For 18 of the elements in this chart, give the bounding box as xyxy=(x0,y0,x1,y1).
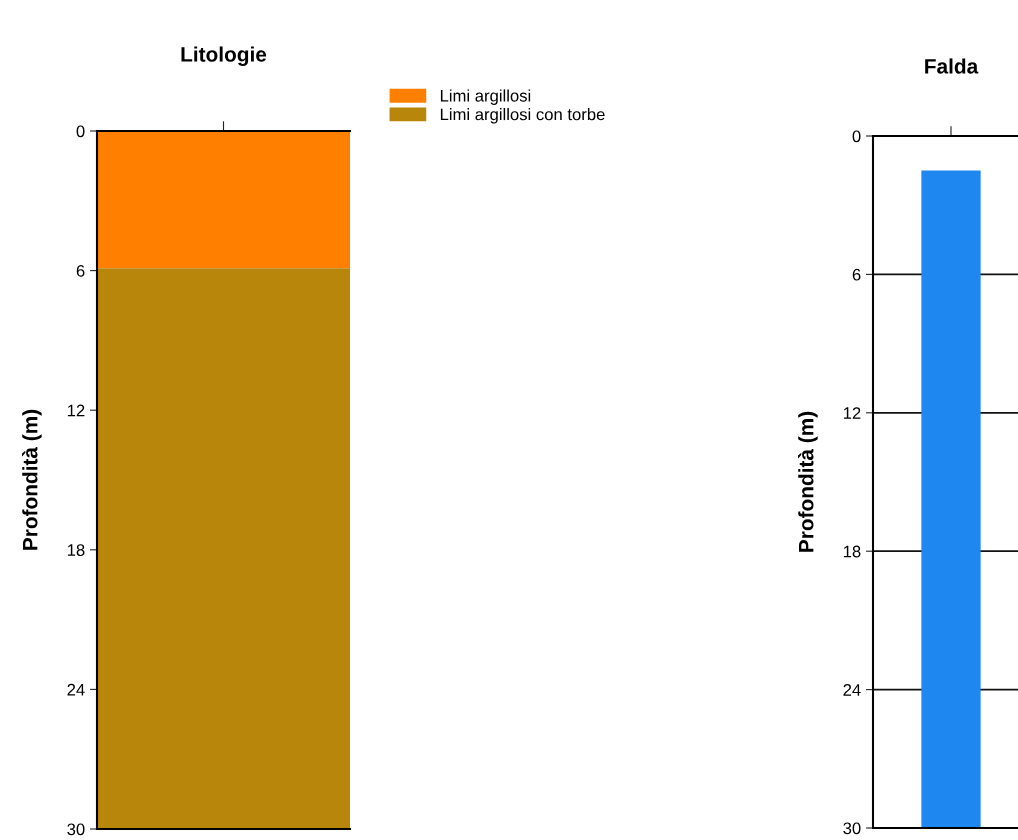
y-tick-label: 24 xyxy=(843,684,861,696)
y-tick-label: 18 xyxy=(843,545,861,558)
y-tick-label: 6 xyxy=(852,268,861,281)
y-tick-label: 12 xyxy=(67,404,85,417)
y-tick-label: 18 xyxy=(67,544,85,556)
y-tick-label: 0 xyxy=(76,125,85,138)
y-axis-title: Profondità (m) xyxy=(798,411,818,552)
chart-title: Falda xyxy=(925,58,979,74)
y-tick-label: 0 xyxy=(852,130,861,143)
y-axis-title: Profondità (m) xyxy=(22,409,42,550)
y-tick-label: 30 xyxy=(67,823,85,836)
legend-label: Limi argillosi con torbe xyxy=(440,108,605,124)
y-tick-label: 30 xyxy=(843,822,861,835)
y-tick-label: 6 xyxy=(76,265,85,277)
y-tick-label: 24 xyxy=(67,683,85,696)
legend-label: Limi argillosi xyxy=(440,89,531,105)
y-tick-label: 12 xyxy=(843,407,861,419)
chart-title: Litologie xyxy=(181,46,267,66)
